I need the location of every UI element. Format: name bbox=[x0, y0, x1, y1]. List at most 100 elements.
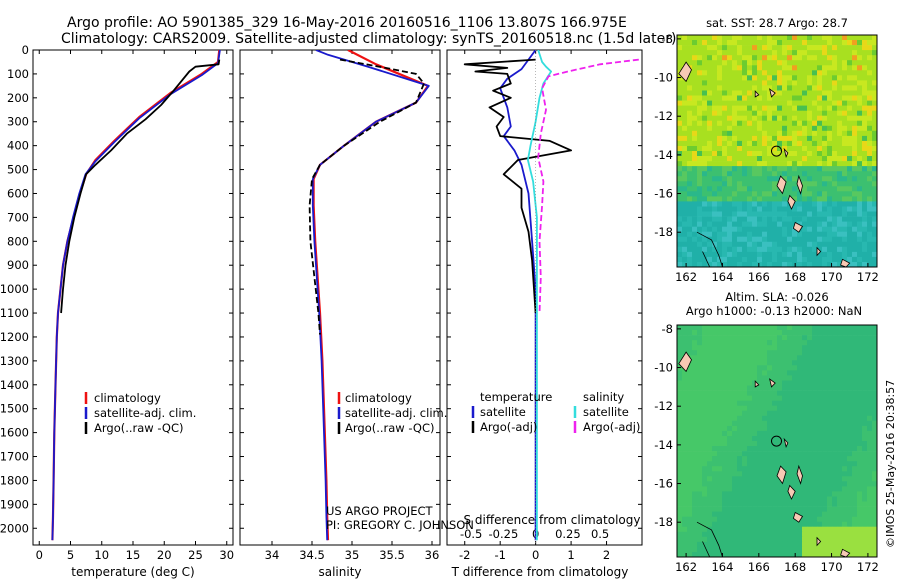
heatmap-cell bbox=[742, 191, 748, 197]
heatmap-cell bbox=[757, 55, 763, 61]
heatmap-cell bbox=[717, 85, 723, 91]
heatmap-cell bbox=[797, 481, 803, 487]
heatmap-cell bbox=[777, 55, 783, 61]
heatmap-cell bbox=[832, 430, 838, 437]
heatmap-cell bbox=[867, 395, 873, 401]
heatmap-cell bbox=[682, 486, 688, 492]
heatmap-cell bbox=[747, 471, 753, 477]
heatmap-cell bbox=[762, 256, 768, 263]
heatmap-cell bbox=[867, 496, 873, 502]
heatmap-cell bbox=[852, 40, 858, 46]
heatmap-cell bbox=[752, 251, 758, 258]
heatmap-cell bbox=[717, 110, 723, 117]
heatmap-cell bbox=[697, 375, 703, 381]
heatmap-cell bbox=[687, 130, 693, 137]
heatmap-cell bbox=[727, 80, 733, 86]
heatmap-cell bbox=[762, 171, 768, 177]
heatmap-cell bbox=[702, 181, 708, 187]
coastline bbox=[696, 231, 723, 267]
heatmap-cell bbox=[677, 501, 683, 507]
heatmap-cell bbox=[857, 40, 863, 46]
heatmap-cell bbox=[717, 340, 723, 346]
heatmap-cell bbox=[872, 400, 877, 407]
heatmap-cell bbox=[772, 231, 778, 238]
heatmap-cell bbox=[792, 256, 798, 263]
heatmap-cell bbox=[822, 231, 828, 238]
heatmap-cell bbox=[682, 206, 688, 212]
heatmap-cell bbox=[807, 536, 813, 543]
heatmap-cell bbox=[837, 45, 843, 51]
heatmap-cell bbox=[862, 125, 868, 132]
heatmap-cell bbox=[727, 130, 733, 137]
heatmap-cell bbox=[722, 552, 728, 557]
heatmap-cell bbox=[857, 166, 863, 172]
heatmap-cell bbox=[857, 90, 863, 96]
heatmap-cell bbox=[717, 146, 723, 152]
heatmap-cell bbox=[747, 166, 753, 172]
heatmap-cell bbox=[742, 390, 748, 396]
heatmap-cell bbox=[727, 410, 733, 417]
heatmap-cell bbox=[847, 552, 853, 557]
heatmap-cell bbox=[682, 85, 688, 91]
heatmap-cell bbox=[702, 380, 708, 386]
heatmap-cell bbox=[857, 486, 863, 492]
heatmap-cell bbox=[832, 171, 838, 177]
heatmap-cell bbox=[717, 241, 723, 248]
heatmap-cell bbox=[787, 345, 793, 351]
heatmap-cell bbox=[812, 491, 818, 497]
heatmap-cell bbox=[737, 130, 743, 137]
heatmap-cell bbox=[822, 85, 828, 91]
heatmap-cell bbox=[752, 40, 758, 46]
heatmap-cell bbox=[817, 360, 823, 366]
heatmap-cell bbox=[812, 466, 818, 472]
heatmap-cell bbox=[872, 546, 877, 553]
heatmap-cell bbox=[777, 375, 783, 381]
heatmap-cell bbox=[837, 60, 843, 66]
heatmap-cell bbox=[847, 130, 853, 137]
heatmap-cell bbox=[682, 251, 688, 258]
heatmap-cell bbox=[722, 251, 728, 258]
heatmap-cell bbox=[747, 380, 753, 386]
heatmap-cell bbox=[732, 125, 738, 132]
heatmap-cell bbox=[717, 135, 723, 142]
heatmap-cell bbox=[852, 511, 858, 517]
heatmap-cell bbox=[682, 140, 688, 147]
heatmap-cell bbox=[842, 95, 848, 101]
heatmap-cell bbox=[862, 345, 868, 351]
heatmap-cell bbox=[802, 85, 808, 91]
heatmap-cell bbox=[702, 446, 708, 452]
heatmap-cell bbox=[702, 241, 708, 248]
heatmap-cell bbox=[697, 110, 703, 117]
heatmap-cell bbox=[722, 375, 728, 381]
heatmap-cell bbox=[682, 471, 688, 477]
heatmap-cell bbox=[732, 430, 738, 437]
heatmap-cell bbox=[867, 70, 873, 76]
heatmap-cell bbox=[707, 410, 713, 417]
heatmap-cell bbox=[862, 221, 868, 227]
heatmap-cell bbox=[697, 246, 703, 253]
heatmap-cell bbox=[787, 516, 793, 523]
heatmap-cell bbox=[737, 246, 743, 253]
heatmap-cell bbox=[687, 226, 693, 233]
heatmap-cell bbox=[827, 420, 833, 427]
heatmap-cell bbox=[702, 211, 708, 217]
salinity-panel bbox=[239, 49, 441, 546]
island bbox=[754, 90, 760, 98]
heatmap-cell bbox=[687, 262, 693, 267]
heatmap-cell bbox=[837, 146, 843, 152]
heatmap-cell bbox=[717, 256, 723, 263]
heatmap-cell bbox=[792, 410, 798, 417]
heatmap-cell bbox=[682, 552, 688, 557]
heatmap-cell bbox=[747, 415, 753, 422]
heatmap-cell bbox=[737, 201, 743, 207]
heatmap-cell bbox=[772, 105, 778, 111]
heatmap-cell bbox=[807, 350, 813, 356]
heatmap-cell bbox=[782, 405, 788, 412]
heatmap-cell bbox=[872, 395, 877, 401]
heatmap-cell bbox=[852, 231, 858, 238]
heatmap-cell bbox=[752, 156, 758, 162]
heatmap-cell bbox=[752, 146, 758, 152]
heatmap-cell bbox=[792, 501, 798, 507]
heatmap-cell bbox=[732, 226, 738, 233]
heatmap-cell bbox=[787, 330, 793, 336]
